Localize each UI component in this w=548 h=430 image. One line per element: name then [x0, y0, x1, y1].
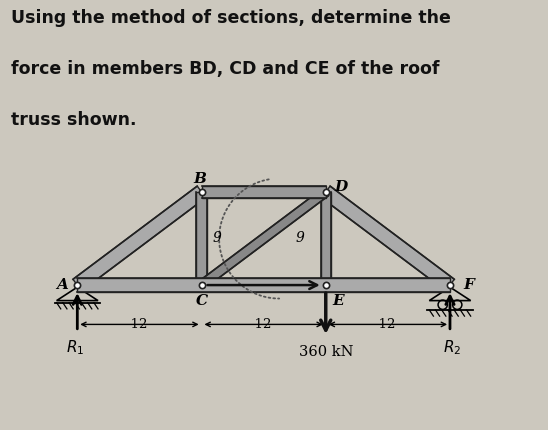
Polygon shape — [199, 188, 329, 289]
Text: C: C — [196, 294, 208, 307]
Text: -12-: -12- — [127, 318, 152, 331]
Text: 9: 9 — [295, 231, 304, 246]
Polygon shape — [321, 192, 331, 285]
Text: truss shown.: truss shown. — [11, 111, 136, 129]
Polygon shape — [322, 186, 454, 291]
Text: E: E — [333, 294, 344, 307]
Text: -12-: -12- — [250, 318, 277, 331]
Text: D: D — [335, 180, 348, 194]
Polygon shape — [196, 192, 207, 285]
Polygon shape — [77, 278, 450, 292]
Polygon shape — [202, 186, 326, 198]
Text: 360 kN: 360 kN — [299, 345, 353, 359]
Text: -12-: -12- — [375, 318, 401, 331]
Text: B: B — [193, 172, 206, 187]
Text: 9: 9 — [213, 231, 221, 246]
Text: $R_2$: $R_2$ — [443, 338, 461, 356]
Text: force in members BD, CD and CE of the roof: force in members BD, CD and CE of the ro… — [11, 60, 439, 78]
Text: F: F — [463, 278, 474, 292]
Polygon shape — [73, 186, 206, 291]
Text: A: A — [56, 278, 68, 292]
Text: $R_1$: $R_1$ — [66, 338, 84, 356]
Text: Using the method of sections, determine the: Using the method of sections, determine … — [11, 9, 451, 27]
